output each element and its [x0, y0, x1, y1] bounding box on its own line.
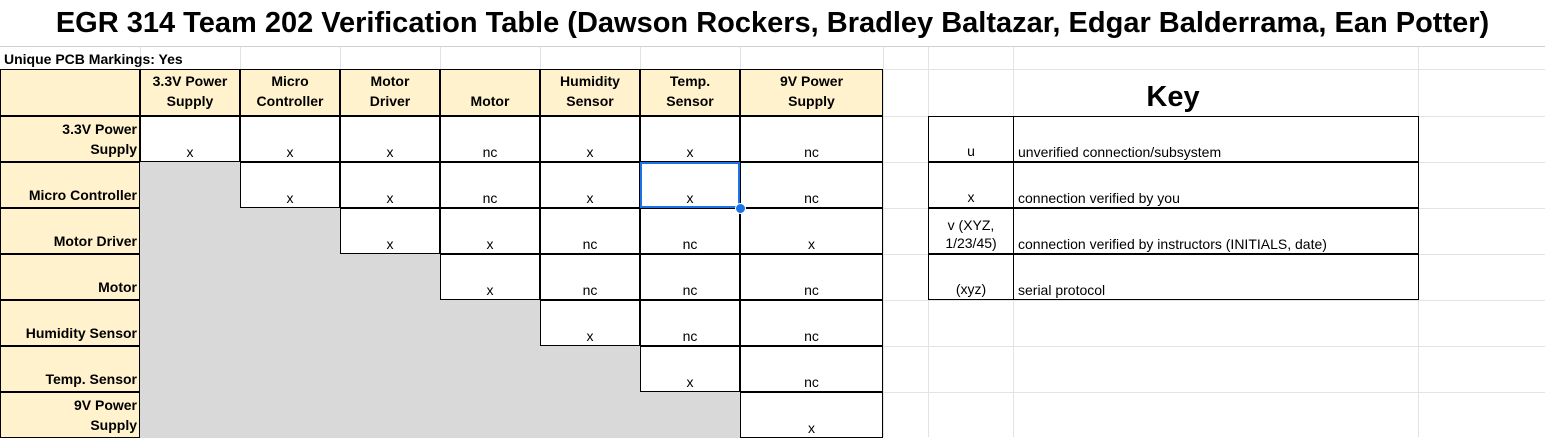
connection-cell[interactable]: x — [240, 162, 340, 208]
disabled-cell[interactable] — [140, 162, 240, 208]
connection-cell[interactable]: nc — [440, 162, 540, 208]
connection-cell[interactable]: nc — [740, 116, 883, 162]
connection-cell[interactable]: x — [340, 162, 440, 208]
key-title[interactable]: Key — [1146, 80, 1200, 113]
disabled-cell[interactable] — [240, 254, 340, 300]
disabled-cell[interactable] — [340, 254, 440, 300]
row-header[interactable]: Motor — [0, 254, 140, 300]
connection-cell[interactable]: x — [540, 116, 640, 162]
connection-cell[interactable]: x — [540, 162, 640, 208]
row-header[interactable]: 3.3V Power Supply — [0, 116, 140, 162]
column-header[interactable]: Temp. Sensor — [640, 69, 740, 116]
connection-cell[interactable]: x — [440, 208, 540, 254]
connection-cell[interactable]: nc — [640, 300, 740, 346]
disabled-cell[interactable] — [440, 346, 540, 392]
column-header[interactable]: Micro Controller — [240, 69, 340, 116]
key-symbol[interactable]: (xyz) — [928, 254, 1014, 300]
row-header[interactable]: Micro Controller — [0, 162, 140, 208]
connection-cell[interactable]: nc — [540, 254, 640, 300]
disabled-cell[interactable] — [140, 208, 240, 254]
connection-cell[interactable]: x — [640, 346, 740, 392]
disabled-cell[interactable] — [640, 392, 740, 438]
gridline-vertical — [883, 46, 884, 437]
connection-cell[interactable]: nc — [740, 254, 883, 300]
disabled-cell[interactable] — [240, 346, 340, 392]
disabled-cell[interactable] — [140, 346, 240, 392]
row-header[interactable]: 9V Power Supply — [0, 392, 140, 438]
corner-cell[interactable] — [0, 69, 140, 116]
row-header[interactable]: Motor Driver — [0, 208, 140, 254]
sheet-title[interactable]: EGR 314 Team 202 Verification Table (Daw… — [0, 0, 1545, 47]
connection-cell[interactable]: x — [340, 208, 440, 254]
disabled-cell[interactable] — [540, 346, 640, 392]
connection-cell[interactable]: x — [340, 116, 440, 162]
key-description[interactable]: connection verified by you — [1013, 162, 1419, 208]
column-header[interactable]: Motor — [440, 69, 540, 116]
connection-cell[interactable]: x — [540, 300, 640, 346]
row-header[interactable]: Temp. Sensor — [0, 346, 140, 392]
key-description[interactable]: unverified connection/subsystem — [1013, 116, 1419, 162]
connection-cell[interactable]: nc — [440, 116, 540, 162]
connection-cell[interactable]: nc — [740, 346, 883, 392]
connection-cell[interactable]: nc — [740, 162, 883, 208]
connection-cell[interactable]: nc — [740, 300, 883, 346]
disabled-cell[interactable] — [140, 392, 240, 438]
selected-cell[interactable]: x — [640, 162, 740, 208]
column-header[interactable]: 9V Power Supply — [740, 69, 883, 116]
fill-handle[interactable] — [735, 203, 746, 214]
disabled-cell[interactable] — [340, 300, 440, 346]
disabled-cell[interactable] — [140, 300, 240, 346]
key-description[interactable]: connection verified by instructors (INIT… — [1013, 208, 1419, 254]
connection-cell[interactable]: x — [240, 116, 340, 162]
connection-cell[interactable]: nc — [640, 208, 740, 254]
disabled-cell[interactable] — [340, 346, 440, 392]
connection-cell[interactable]: nc — [640, 254, 740, 300]
disabled-cell[interactable] — [540, 392, 640, 438]
connection-cell[interactable]: x — [440, 254, 540, 300]
connection-cell[interactable]: x — [140, 116, 240, 162]
disabled-cell[interactable] — [240, 392, 340, 438]
key-symbol[interactable]: v (XYZ, 1/23/45) — [928, 208, 1014, 254]
row-header[interactable]: Humidity Sensor — [0, 300, 140, 346]
connection-cell[interactable]: nc — [540, 208, 640, 254]
disabled-cell[interactable] — [140, 254, 240, 300]
column-header[interactable]: 3.3V Power Supply — [140, 69, 240, 116]
disabled-cell[interactable] — [440, 392, 540, 438]
disabled-cell[interactable] — [440, 300, 540, 346]
disabled-cell[interactable] — [240, 208, 340, 254]
connection-cell[interactable]: x — [740, 208, 883, 254]
column-header[interactable]: Humidity Sensor — [540, 69, 640, 116]
connection-cell[interactable]: x — [740, 392, 883, 438]
disabled-cell[interactable] — [340, 392, 440, 438]
key-symbol[interactable]: u — [928, 116, 1014, 162]
column-header[interactable]: Motor Driver — [340, 69, 440, 116]
pcb-markings-cell[interactable]: Unique PCB Markings: Yes — [4, 51, 183, 67]
disabled-cell[interactable] — [240, 300, 340, 346]
key-description[interactable]: serial protocol — [1013, 254, 1419, 300]
key-symbol[interactable]: x — [928, 162, 1014, 208]
connection-cell[interactable]: x — [640, 116, 740, 162]
